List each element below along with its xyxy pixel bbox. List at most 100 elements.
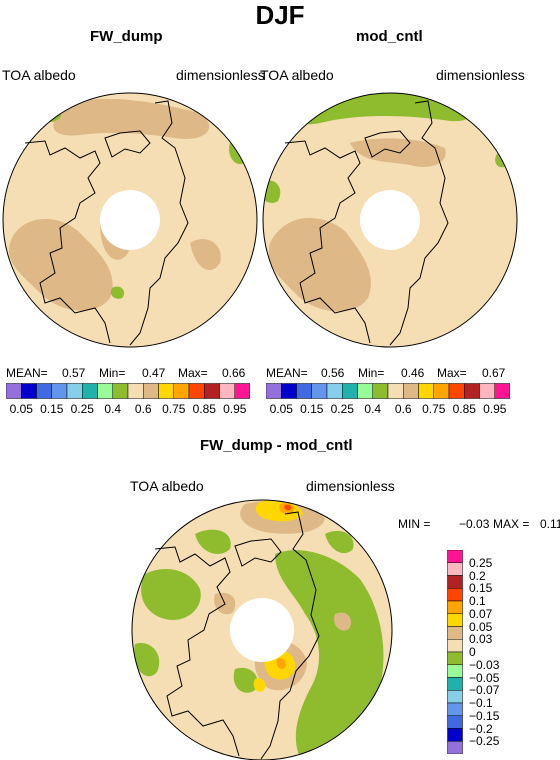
colorbar-swatch-2-6 xyxy=(357,383,373,399)
panel3-right-label: dimensionless xyxy=(306,478,395,494)
colorbar-swatch-2-7 xyxy=(372,383,389,399)
diff-colorbar-swatch-5 xyxy=(447,613,463,627)
panel2-mean-value: 0.56 xyxy=(321,366,345,380)
panel1-mean-label: MEAN= xyxy=(6,366,48,380)
colorbar-swatch-1-7 xyxy=(112,383,129,399)
diff-colorbar-swatch-13 xyxy=(447,715,463,729)
diff-colorbar-tick-4: 0.07 xyxy=(469,606,493,621)
colorbar-swatch-2-8 xyxy=(387,383,404,399)
diff-colorbar-swatch-8 xyxy=(447,651,463,665)
colorbar-swatch-1-14 xyxy=(219,383,235,399)
colorbar-tick-1-1: 0.15 xyxy=(40,402,64,416)
colorbar-swatch-2-14 xyxy=(479,383,495,399)
panel1-min-value: 0.47 xyxy=(142,366,166,380)
panel1-max-label: Max= xyxy=(178,366,208,380)
diff-colorbar-tick-10: −0.07 xyxy=(469,683,500,698)
colorbar-swatch-2-13 xyxy=(464,383,480,399)
colorbar-swatch-2-11 xyxy=(433,383,450,399)
colorbar-swatch-2-4 xyxy=(326,383,343,399)
diff-colorbar-tick-12: −0.15 xyxy=(469,708,500,723)
colorbar-swatch-1-0 xyxy=(6,383,22,399)
panel3-min-label: MIN = xyxy=(398,517,431,531)
colorbar-swatch-1-6 xyxy=(97,383,113,399)
diff-colorbar-swatch-9 xyxy=(447,664,463,678)
colorbar-swatch-1-13 xyxy=(204,383,220,399)
panel3-min-value: −0.03 xyxy=(459,517,490,531)
panel3-left-label: TOA albedo xyxy=(130,478,204,494)
panel2-colorbar xyxy=(266,383,510,399)
colorbar-swatch-1-3 xyxy=(51,383,68,399)
colorbar-tick-1-4: 0.6 xyxy=(134,402,152,416)
colorbar-swatch-1-8 xyxy=(127,383,144,399)
panel2-min-label: Min= xyxy=(358,366,385,380)
colorbar-swatch-1-1 xyxy=(21,383,37,399)
colorbar-tick-1-6: 0.85 xyxy=(192,402,216,416)
panel3-max-value: 0.11 xyxy=(540,517,560,531)
panel1-max-value: 0.66 xyxy=(222,366,246,380)
diff-colorbar-swatch-14 xyxy=(447,728,463,742)
panel2-left-label: TOA albedo xyxy=(260,67,334,83)
colorbar-swatch-1-12 xyxy=(188,383,205,399)
colorbar-swatch-2-12 xyxy=(448,383,465,399)
colorbar-swatch-1-5 xyxy=(82,383,98,399)
diff-colorbar-tick-7: 0 xyxy=(469,645,476,659)
panel3-map xyxy=(131,499,393,760)
diff-colorbar-swatch-4 xyxy=(447,600,463,614)
colorbar-tick-1-3: 0.4 xyxy=(104,402,122,416)
diff-colorbar-swatch-11 xyxy=(447,690,463,704)
colorbar-swatch-1-4 xyxy=(66,383,83,399)
panel1-title: FW_dump xyxy=(90,28,163,45)
colorbar-tick-2-0: 0.05 xyxy=(269,402,293,416)
diff-colorbar-swatch-10 xyxy=(447,677,463,691)
diff-colorbar-tick-1: 0.2 xyxy=(469,568,486,583)
colorbar-tick-2-5: 0.75 xyxy=(422,402,446,416)
panel2-map xyxy=(262,92,518,348)
colorbar-swatch-2-0 xyxy=(266,383,282,399)
panel2-right-label: dimensionless xyxy=(436,67,525,83)
colorbar-swatch-2-1 xyxy=(281,383,297,399)
diff-colorbar-swatch-12 xyxy=(447,702,463,716)
diff-colorbar-tick-2: 0.15 xyxy=(469,581,493,596)
diff-colorbar-tick-5: 0.05 xyxy=(469,619,493,634)
colorbar-swatch-1-10 xyxy=(158,383,174,399)
colorbar-tick-1-2: 0.25 xyxy=(70,402,94,416)
colorbar-swatch-2-15 xyxy=(494,383,510,399)
colorbar-tick-2-4: 0.6 xyxy=(394,402,412,416)
panel1-map xyxy=(2,92,258,348)
panel2-title: mod_cntl xyxy=(356,28,423,45)
panel3-title: FW_dump - mod_cntl xyxy=(200,437,353,454)
panel1-left-label: TOA albedo xyxy=(2,67,76,83)
diff-colorbar-swatch-0 xyxy=(447,550,463,563)
colorbar-tick-2-7: 0.95 xyxy=(483,402,507,416)
diff-colorbar-swatch-1 xyxy=(447,562,463,576)
colorbar-tick-2-2: 0.25 xyxy=(330,402,354,416)
diff-colorbar-tick-0: 0.25 xyxy=(469,555,493,570)
diff-colorbar-swatch-3 xyxy=(447,588,463,602)
colorbar-tick-2-6: 0.85 xyxy=(452,402,476,416)
panel1-colorbar xyxy=(6,383,250,399)
panel1-mean-value: 0.57 xyxy=(62,366,86,380)
colorbar-swatch-1-9 xyxy=(143,383,159,399)
panel1-right-label: dimensionless xyxy=(176,67,265,83)
diff-colorbar-tick-3: 0.1 xyxy=(469,594,486,608)
panel2-max-value: 0.67 xyxy=(482,366,506,380)
colorbar-swatch-2-2 xyxy=(296,383,312,399)
colorbar-swatch-2-10 xyxy=(418,383,434,399)
diff-colorbar-tick-6: 0.03 xyxy=(469,632,493,647)
colorbar-swatch-2-3 xyxy=(311,383,328,399)
diff-colorbar-tick-13: −0.2 xyxy=(469,721,493,736)
diff-colorbar-tick-8: −0.03 xyxy=(469,657,500,672)
colorbar-swatch-2-5 xyxy=(342,383,358,399)
panel2-max-label: Max= xyxy=(437,366,467,380)
colorbar-swatch-1-11 xyxy=(173,383,190,399)
colorbar-tick-2-3: 0.4 xyxy=(364,402,382,416)
colorbar-tick-1-7: 0.95 xyxy=(223,402,247,416)
colorbar-tick-2-1: 0.15 xyxy=(300,402,324,416)
panel2-min-value: 0.46 xyxy=(401,366,425,380)
figure-title: DJF xyxy=(255,0,305,30)
colorbar-swatch-2-9 xyxy=(403,383,419,399)
panel1-min-label: Min= xyxy=(99,366,126,380)
colorbar-swatch-1-15 xyxy=(234,383,250,399)
colorbar-tick-1-5: 0.75 xyxy=(162,402,186,416)
diff-colorbar-swatch-15 xyxy=(447,741,463,754)
